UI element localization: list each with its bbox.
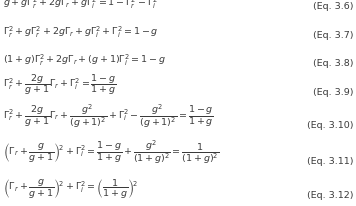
Text: $\Gamma_r^2 + \dfrac{2g}{g+1}\Gamma_r + \dfrac{g^2}{(g+1)^2} + \Gamma_i^2 - \dfr: $\Gamma_r^2 + \dfrac{2g}{g+1}\Gamma_r + …: [3, 102, 214, 130]
Text: (Eq. 3.12): (Eq. 3.12): [307, 191, 353, 199]
Text: $\left(\Gamma_r + \dfrac{g}{g+1}\right)^{\!2} + \Gamma_i^2 = \left(\dfrac{1}{1+g: $\left(\Gamma_r + \dfrac{g}{g+1}\right)^…: [3, 177, 138, 199]
Text: $\Gamma_r^2 + \dfrac{2g}{g+1}\Gamma_r + \Gamma_i^2 = \dfrac{1 - g}{1 + g}$: $\Gamma_r^2 + \dfrac{2g}{g+1}\Gamma_r + …: [3, 72, 116, 97]
Text: $g + g\Gamma_r^2 + 2g\Gamma_r + g\Gamma_i^2 = 1 - \Gamma_r^2 - \Gamma_i^2$: $g + g\Gamma_r^2 + 2g\Gamma_r + g\Gamma_…: [3, 0, 158, 11]
Text: $\left(\Gamma_r + \dfrac{g}{g+1}\right)^{\!2} + \Gamma_i^2 = \dfrac{1 - g}{1 + g: $\left(\Gamma_r + \dfrac{g}{g+1}\right)^…: [3, 137, 219, 165]
Text: (Eq. 3.10): (Eq. 3.10): [307, 121, 353, 130]
Text: $(1 + g)\Gamma_r^2 + 2g\Gamma_r + (g + 1)\Gamma_i^2 = 1 - g$: $(1 + g)\Gamma_r^2 + 2g\Gamma_r + (g + 1…: [3, 53, 166, 68]
Text: (Eq. 3.6): (Eq. 3.6): [313, 2, 353, 11]
Text: (Eq. 3.7): (Eq. 3.7): [313, 31, 353, 40]
Text: $\Gamma_r^2 + g\Gamma_r^2 + 2g\Gamma_r + g\Gamma_i^2 + \Gamma_i^2 = 1 - g$: $\Gamma_r^2 + g\Gamma_r^2 + 2g\Gamma_r +…: [3, 25, 158, 40]
Text: (Eq. 3.8): (Eq. 3.8): [313, 59, 353, 68]
Text: (Eq. 3.11): (Eq. 3.11): [307, 156, 353, 165]
Text: (Eq. 3.9): (Eq. 3.9): [313, 88, 353, 97]
